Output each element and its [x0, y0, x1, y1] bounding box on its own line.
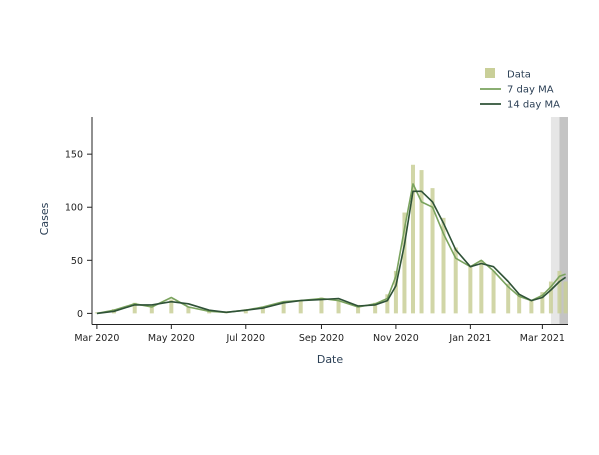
data-bar	[149, 304, 154, 314]
data-bar	[517, 294, 522, 314]
y-axis-title: Cases	[38, 202, 51, 235]
line-7-day-ma	[96, 183, 566, 315]
data-bar	[169, 299, 174, 314]
axes: 0 50 100 150 Mar 2020 May 2020 Jul 2020 Sep 202…	[65, 117, 568, 344]
data-bar	[453, 247, 458, 314]
data-bar	[186, 307, 191, 314]
shaded-region-1	[559, 117, 568, 324]
y-tick-label: 50	[71, 256, 83, 267]
legend-swatch-data	[485, 68, 495, 78]
legend-label: 14 day MA	[507, 100, 560, 111]
legend: Data 7 day MA 14 day MA	[480, 68, 560, 111]
shaded-region-0	[550, 117, 560, 324]
data-bar	[529, 300, 534, 314]
line-series	[96, 183, 567, 315]
y-tick-label: 150	[65, 150, 83, 161]
legend-label: Data	[507, 70, 531, 81]
x-tick-label: Mar 2020	[74, 333, 119, 344]
bar-series	[94, 164, 568, 314]
data-bar	[430, 188, 435, 314]
data-bar	[336, 299, 341, 314]
data-bar	[373, 302, 378, 314]
data-bar	[557, 270, 562, 314]
data-bar	[419, 170, 424, 314]
data-bar	[393, 270, 398, 314]
data-bar	[540, 292, 545, 314]
x-tick-label: Jan 2021	[448, 333, 491, 344]
data-bar	[402, 212, 407, 314]
x-tick-label: Nov 2020	[373, 333, 419, 344]
data-bar	[548, 281, 553, 314]
data-bar	[385, 294, 390, 314]
x-tick-label: Jul 2020	[225, 333, 265, 344]
shaded-regions	[550, 117, 568, 324]
data-bar	[260, 307, 265, 314]
data-bar	[298, 300, 303, 314]
data-bar	[243, 309, 248, 314]
data-bar	[479, 260, 484, 314]
legend-label: 7 day MA	[507, 85, 554, 96]
x-tick-label: Sep 2020	[299, 333, 344, 344]
line-14-day-ma	[96, 190, 567, 315]
data-bar	[441, 217, 446, 314]
x-tick-label: May 2020	[148, 333, 195, 344]
data-bar	[506, 283, 511, 314]
data-bar	[132, 302, 137, 314]
x-axis-title: Date	[317, 353, 344, 366]
data-bar	[410, 164, 415, 314]
data-bar	[563, 281, 568, 314]
data-bar	[281, 302, 286, 314]
data-bar	[356, 304, 361, 314]
x-tick-label: Mar 2021	[520, 333, 565, 344]
y-tick-label: 0	[77, 309, 83, 320]
data-bar	[491, 270, 496, 314]
y-tick-label: 100	[65, 203, 83, 214]
data-bar	[468, 265, 473, 314]
data-bar	[319, 297, 324, 314]
